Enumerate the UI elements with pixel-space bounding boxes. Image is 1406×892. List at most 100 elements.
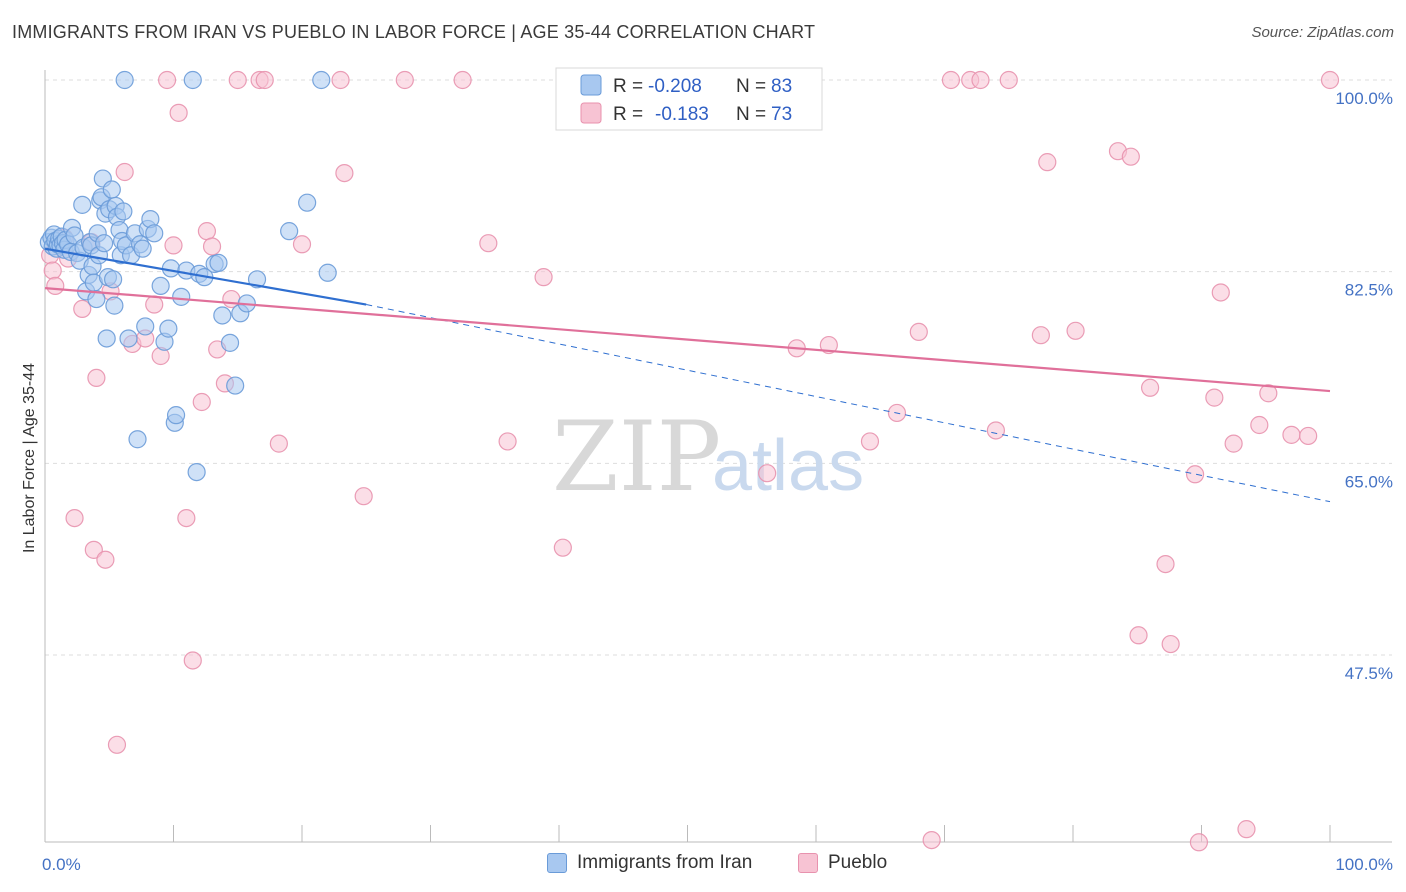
- legend-swatch-pueblo: [580, 102, 602, 124]
- point-iran-16: [65, 226, 84, 245]
- point-pueblo-33: [292, 235, 312, 254]
- x-tick-label-1: 100.0%: [1335, 855, 1393, 874]
- legend-r-label-iran: R =: [613, 76, 643, 97]
- y-tick-labels: 47.5% 65.0% 82.5% 100.0%: [1335, 89, 1393, 683]
- point-pueblo-16: [145, 295, 164, 314]
- point-iran-65: [172, 287, 191, 306]
- top-legend: R = -0.208 N = 83 R = -0.183 N = 73: [555, 67, 823, 131]
- legend-label-iran: Immigrants from Iran: [577, 852, 753, 873]
- point-pueblo-19: [164, 236, 183, 255]
- point-iran-72: [209, 253, 228, 273]
- point-pueblo-70: [1224, 434, 1243, 453]
- point-pueblo-38: [453, 70, 472, 90]
- legend-swatch-iran-bottom: [547, 853, 567, 873]
- point-pueblo-51: [922, 830, 941, 850]
- watermark-atlas: atlas: [712, 426, 864, 506]
- point-pueblo-58: [1038, 153, 1057, 172]
- y-tick-label-2: 82.5%: [1345, 281, 1393, 300]
- point-pueblo-56: [999, 70, 1018, 90]
- trend-line-pueblo: [44, 286, 1331, 393]
- point-iran-75: [226, 376, 245, 395]
- point-pueblo-34: [331, 70, 350, 90]
- point-pueblo-66: [1185, 465, 1205, 484]
- watermark: ZIP atlas: [552, 401, 864, 513]
- point-pueblo-8: [84, 540, 103, 559]
- point-pueblo-73: [1259, 384, 1278, 403]
- point-pueblo-13: [115, 162, 134, 182]
- point-pueblo-67: [1189, 833, 1209, 852]
- chart-title: IMMIGRANTS FROM IRAN VS PUEBLO IN LABOR …: [12, 22, 816, 42]
- point-pueblo-50: [909, 322, 928, 342]
- point-pueblo-42: [553, 538, 572, 557]
- point-pueblo-2: [46, 276, 65, 296]
- point-pueblo-52: [941, 70, 961, 90]
- point-pueblo-39: [479, 234, 498, 253]
- x-tick-label-0: 0.0%: [42, 855, 81, 874]
- point-pueblo-23: [192, 392, 211, 412]
- legend-r-label-pueblo: R =: [613, 104, 643, 125]
- point-pueblo-36: [354, 487, 373, 506]
- point-iran-47: [115, 70, 134, 90]
- legend-item-pueblo: Pueblo: [798, 852, 887, 874]
- point-pueblo-35: [335, 163, 354, 183]
- bottom-legend: Immigrants from Iran Pueblo: [0, 848, 1406, 880]
- point-iran-19: [73, 195, 92, 214]
- point-iran-61: [159, 319, 178, 338]
- point-iran-62: [161, 259, 181, 278]
- trend-line-iran: [44, 247, 367, 306]
- point-iran-27: [87, 289, 106, 309]
- point-iran-79: [280, 222, 299, 241]
- point-iran-74: [220, 333, 240, 352]
- axis-layer: [44, 70, 1392, 843]
- legend-n-label-pueblo: N =: [736, 104, 766, 125]
- point-pueblo-75: [1299, 426, 1318, 446]
- x-tick-labels: 0.0% 100.0%: [42, 855, 1393, 874]
- point-pueblo-72: [1250, 415, 1269, 435]
- point-iran-81: [312, 70, 331, 90]
- point-pueblo-18: [157, 70, 177, 90]
- y-tick-label-3: 100.0%: [1335, 89, 1393, 108]
- point-pueblo-65: [1161, 634, 1180, 654]
- point-iran-68: [187, 462, 206, 482]
- point-iran-82: [318, 263, 337, 282]
- point-iran-49: [119, 329, 138, 348]
- legend-item-iran: Immigrants from Iran: [547, 852, 752, 874]
- grid-layer: [45, 79, 1392, 656]
- source-credit: Source: ZipAtlas.com: [1251, 24, 1394, 41]
- point-pueblo-57: [1031, 326, 1050, 345]
- point-pueblo-31: [255, 70, 274, 90]
- point-pueblo-55: [986, 421, 1006, 440]
- watermark-zip: ZIP: [552, 401, 721, 513]
- y-axis-label: In Labor Force | Age 35-44: [21, 363, 38, 553]
- point-pueblo-25: [202, 237, 222, 256]
- point-pueblo-59: [1066, 321, 1085, 340]
- point-pueblo-22: [183, 651, 202, 670]
- point-pueblo-41: [534, 268, 553, 287]
- point-iran-54: [133, 239, 152, 258]
- point-pueblo-54: [971, 70, 990, 90]
- point-iran-35: [97, 329, 116, 348]
- point-pueblo-12: [107, 735, 127, 754]
- point-pueblo-21: [177, 508, 196, 528]
- points-layer: [39, 70, 1340, 852]
- point-pueblo-10: [96, 550, 115, 569]
- legend-swatch-pueblo-bottom: [798, 853, 818, 873]
- trend-line-iran-extension: [366, 304, 1331, 503]
- point-iran-46: [114, 202, 133, 221]
- point-pueblo-74: [1282, 425, 1301, 444]
- point-pueblo-40: [498, 432, 517, 451]
- legend-label-pueblo: Pueblo: [828, 852, 888, 873]
- point-pueblo-47: [819, 335, 838, 355]
- point-iran-39: [104, 270, 123, 289]
- point-pueblo-62: [1129, 626, 1148, 645]
- point-pueblo-71: [1237, 820, 1256, 839]
- point-pueblo-32: [269, 434, 288, 453]
- point-iran-73: [213, 306, 232, 325]
- trend-layer: [44, 247, 1331, 503]
- point-pueblo-48: [860, 432, 880, 451]
- legend-r-value-iran: -0.208: [648, 76, 702, 97]
- y-tick-label-0: 47.5%: [1345, 664, 1393, 683]
- point-iran-55: [136, 317, 155, 336]
- point-pueblo-29: [228, 70, 247, 90]
